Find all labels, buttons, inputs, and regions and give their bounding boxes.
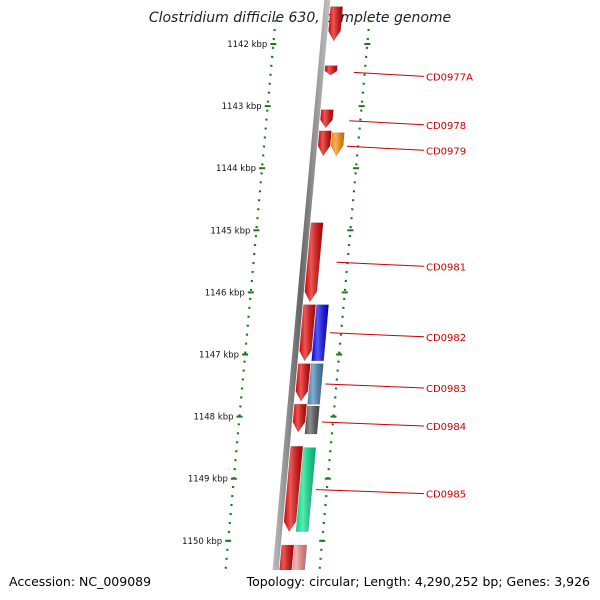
accession-text: Accession: NC_009089 bbox=[9, 574, 152, 589]
gene-arrow-shading bbox=[307, 363, 324, 405]
gene-arrow-shading bbox=[304, 222, 324, 302]
tick-dotted-line-right bbox=[318, 19, 371, 570]
gene-labels: CD0977A CD0978 CD0979 CD0981 CD0982 CD0983 CD0… bbox=[315, 71, 473, 501]
genome-map: 1142 kbp 1143 kbp 1144 kbp 1145 kbp 1146 kbp… bbox=[182, 0, 473, 570]
gene-arrow-shading bbox=[279, 545, 294, 570]
gene-arrow-shading bbox=[299, 304, 316, 361]
backbone-line bbox=[272, 0, 331, 570]
gene-label-leader bbox=[349, 120, 425, 126]
gene-feature[interactable] bbox=[328, 6, 344, 42]
gene-label[interactable]: CD0982 bbox=[426, 333, 466, 344]
axis-ticks: 1142 kbp 1143 kbp 1144 kbp 1145 kbp 1146 kbp… bbox=[182, 40, 371, 547]
axis-tick-label: 1146 kbp bbox=[205, 288, 245, 298]
gene-feature[interactable] bbox=[304, 222, 324, 303]
gene-label-leader bbox=[325, 383, 425, 389]
gene-arrow-shading bbox=[292, 545, 307, 570]
gene-label-leader bbox=[330, 332, 425, 338]
gene-arrow-shading bbox=[320, 109, 334, 128]
gene-label[interactable]: CD0977A bbox=[426, 72, 473, 83]
gene-label[interactable]: CD0985 bbox=[426, 490, 466, 501]
gene-label-leader bbox=[346, 145, 425, 151]
gene-feature[interactable] bbox=[278, 544, 295, 570]
gene-arrow-shading bbox=[295, 363, 311, 402]
gene-label-leader bbox=[321, 421, 425, 427]
gene-label[interactable]: CD0978 bbox=[426, 121, 466, 132]
gene-feature[interactable] bbox=[299, 304, 316, 362]
gene-label[interactable]: CD0979 bbox=[426, 146, 466, 157]
axis-tick-label: 1148 kbp bbox=[193, 413, 233, 423]
axis-tick-label: 1143 kbp bbox=[222, 102, 262, 112]
gene-feature[interactable] bbox=[307, 363, 324, 405]
axis-tick-label: 1144 kbp bbox=[216, 164, 256, 174]
gene-label[interactable]: CD0983 bbox=[426, 384, 466, 395]
axis-tick-label: 1142 kbp bbox=[227, 40, 267, 50]
gene-feature[interactable] bbox=[295, 363, 311, 402]
gene-arrow-shading bbox=[284, 446, 303, 532]
gene-feature[interactable] bbox=[283, 446, 304, 533]
gene-label-leader bbox=[353, 71, 425, 77]
gene-arrow-shading bbox=[304, 406, 320, 434]
axis-tick-label: 1147 kbp bbox=[199, 351, 239, 361]
axis-tick-label: 1150 kbp bbox=[182, 537, 222, 547]
gene-label-leader bbox=[315, 489, 425, 495]
gene-label-leader bbox=[336, 261, 425, 267]
gene-arrow-shading bbox=[331, 132, 345, 156]
gene-feature[interactable] bbox=[311, 304, 329, 362]
gene-feature[interactable] bbox=[330, 132, 345, 157]
diagram-title: Clostridium difficile 630, complete geno… bbox=[148, 10, 452, 26]
gene-feature[interactable] bbox=[320, 109, 334, 129]
gene-label[interactable]: CD0984 bbox=[426, 422, 466, 433]
gene-feature[interactable] bbox=[304, 405, 320, 435]
gene-feature[interactable] bbox=[292, 403, 307, 433]
gene-arrow-shading bbox=[318, 130, 332, 156]
gene-arrow-shading bbox=[311, 304, 329, 361]
axis-tick-label: 1149 kbp bbox=[188, 475, 228, 485]
gene-arrow-shading bbox=[324, 65, 338, 75]
gene-arrow-shading bbox=[296, 447, 316, 532]
genome-summary-text: Topology: circular; Length: 4,290,252 bp… bbox=[246, 574, 590, 589]
gene-features bbox=[278, 6, 345, 570]
gene-arrow-shading bbox=[328, 6, 343, 41]
gene-arrow-shading bbox=[293, 404, 307, 433]
axis-tick-label: 1145 kbp bbox=[210, 226, 250, 236]
genome-backbone bbox=[272, 0, 331, 570]
gene-feature[interactable] bbox=[317, 130, 332, 157]
gene-label[interactable]: CD0981 bbox=[426, 262, 466, 273]
gene-feature[interactable] bbox=[324, 65, 338, 76]
gene-feature[interactable] bbox=[291, 544, 308, 570]
gene-feature[interactable] bbox=[295, 447, 317, 532]
